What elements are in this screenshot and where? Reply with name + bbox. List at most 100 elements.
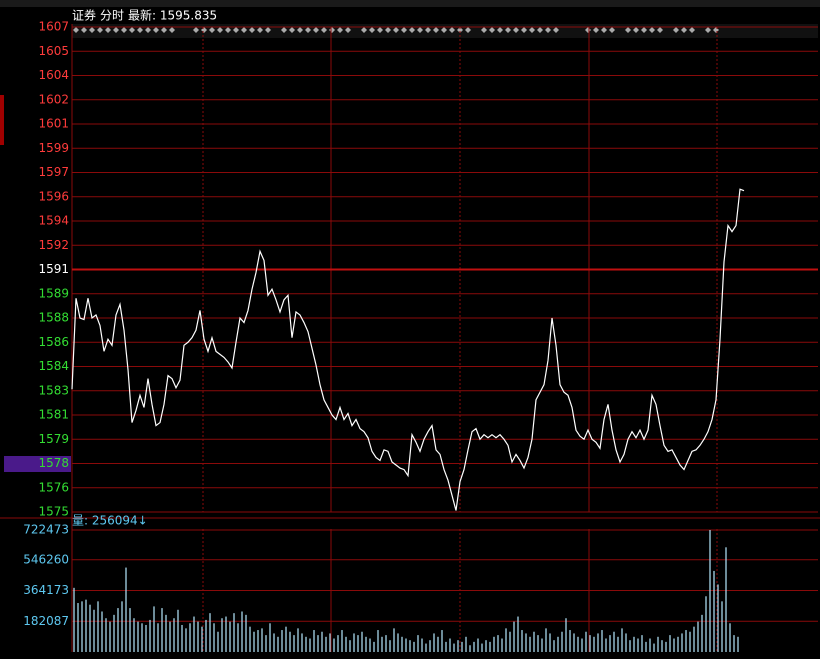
marker-diamond [169, 27, 175, 33]
plot: 1575 1576 1578 1579 1581 1583 1584 1586 1588 1589… [0, 20, 820, 652]
marker-diamond [289, 27, 295, 33]
marker-diamond [601, 27, 607, 33]
y-tick-label: 182087 [23, 614, 69, 628]
y-tick-label: 1588 [38, 311, 69, 325]
y-tick-label: 1581 [38, 408, 69, 422]
marker-diamond [97, 27, 103, 33]
y-tick-label: 1576 [38, 480, 69, 494]
marker-diamond [689, 27, 695, 33]
marker-diamond [673, 27, 679, 33]
marker-diamond [89, 27, 95, 33]
marker-diamond [681, 27, 687, 33]
marker-diamond [377, 27, 383, 33]
marker-diamond [209, 27, 215, 33]
y-tick-label: 1604 [38, 68, 69, 82]
marker-diamond [529, 27, 535, 33]
header-latest: 最新: 1595.835 [128, 8, 217, 23]
marker-diamond [113, 27, 119, 33]
y-tick-label: 364173 [23, 583, 69, 597]
marker-diamond [233, 27, 239, 33]
marker-diamond [433, 27, 439, 33]
tab-strip [0, 0, 820, 7]
y-tick-label: 722473 [23, 522, 69, 536]
y-tick-label: 1589 [38, 286, 69, 300]
marker-diamond [481, 27, 487, 33]
y-tick-label: 1594 [38, 214, 69, 228]
marker-diamond [497, 27, 503, 33]
marker-diamond [137, 27, 143, 33]
marker-diamond [217, 27, 223, 33]
marker-diamond [297, 27, 303, 33]
marker-diamond [401, 27, 407, 33]
marker-diamond [537, 27, 543, 33]
marker-diamond [545, 27, 551, 33]
y-tick-label: 1602 [38, 92, 69, 106]
marker-diamond [281, 27, 287, 33]
y-tick-label: 1597 [38, 165, 69, 179]
marker-diamond [505, 27, 511, 33]
marker-diamond [513, 27, 519, 33]
marker-diamond [465, 27, 471, 33]
marker-diamond [593, 27, 599, 33]
marker-diamond [337, 27, 343, 33]
marker-diamond [385, 27, 391, 33]
y-tick-label: 1575 [38, 505, 69, 519]
marker-diamond [321, 27, 327, 33]
marker-diamond [361, 27, 367, 33]
marker-diamond [129, 27, 135, 33]
header-name: 证券 [72, 8, 96, 23]
y-tick-label: 546260 [23, 552, 69, 566]
marker-diamond [305, 27, 311, 33]
marker-diamond [313, 27, 319, 33]
marker-diamond [265, 27, 271, 33]
marker-diamond [553, 27, 559, 33]
marker-diamond [641, 27, 647, 33]
y-tick-label: 1592 [38, 238, 69, 252]
marker-diamond [393, 27, 399, 33]
marker-diamond [441, 27, 447, 33]
side-marker [0, 95, 4, 145]
marker-diamond [225, 27, 231, 33]
marker-diamond [81, 27, 87, 33]
y-tick-label: 1578 [38, 456, 69, 470]
marker-diamond [193, 27, 199, 33]
marker-diamond [705, 27, 711, 33]
y-tick-label: 1586 [38, 335, 69, 349]
marker-diamond [241, 27, 247, 33]
y-tick-label: 1601 [38, 117, 69, 131]
cursor-highlight [4, 456, 71, 472]
y-tick-label: 1605 [38, 44, 69, 58]
marker-diamond [449, 27, 455, 33]
marker-diamond [425, 27, 431, 33]
marker-diamond [521, 27, 527, 33]
y-tick-label: 1584 [38, 359, 69, 373]
marker-diamond [121, 27, 127, 33]
y-tick-label: 1599 [38, 141, 69, 155]
marker-diamond [73, 27, 79, 33]
y-tick-label: 1596 [38, 189, 69, 203]
marker-diamond [369, 27, 375, 33]
marker-diamond [145, 27, 151, 33]
volume-label: 量: 256094↓ [72, 514, 148, 528]
marker-diamond [345, 27, 351, 33]
marker-diamond [625, 27, 631, 33]
marker-diamond [649, 27, 655, 33]
marker-diamond [249, 27, 255, 33]
marker-diamond [633, 27, 639, 33]
price-line [71, 188, 745, 511]
marker-diamond [105, 27, 111, 33]
marker-diamond [153, 27, 159, 33]
y-tick-label: 1591 [38, 262, 69, 276]
marker-diamond [457, 27, 463, 33]
marker-diamond [417, 27, 423, 33]
marker-diamond [257, 27, 263, 33]
marker-diamond [489, 27, 495, 33]
marker-diamond [609, 27, 615, 33]
y-tick-label: 1583 [38, 383, 69, 397]
marker-diamond [657, 27, 663, 33]
header-mode: 分时 [100, 9, 124, 23]
marker-diamond [409, 27, 415, 33]
